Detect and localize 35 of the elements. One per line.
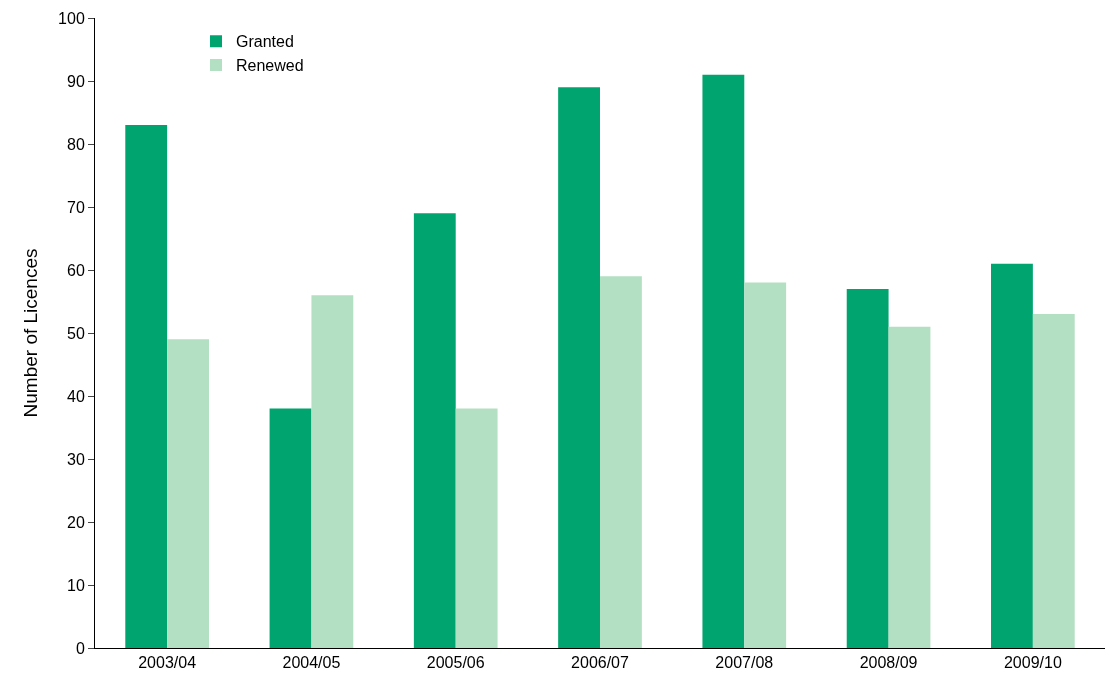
x-tick-label: 2004/05 [282,654,341,672]
y-tick-label: 10 [67,576,85,594]
y-tick-label: 40 [67,387,85,405]
bar [744,282,787,648]
y-tick-label: 80 [67,135,85,153]
y-tick-label: 100 [58,9,85,27]
bar [991,263,1033,648]
x-tick-label: 2008/09 [859,654,918,672]
y-axis-title: Number of Licences [19,248,41,418]
bar [125,125,168,648]
y-tick-label: 60 [67,261,85,279]
x-tick-label: 2009/10 [1003,654,1062,672]
bar [167,339,209,648]
y-tick-label: 50 [67,324,85,342]
bar [600,276,642,648]
y-tick-label: 30 [67,450,85,468]
x-tick-label: 2005/06 [426,654,485,672]
bar [455,408,498,648]
bar [846,288,889,648]
bar [269,408,312,648]
bar [702,74,745,648]
bar [311,295,354,648]
legend-label: Renewed [236,57,304,75]
bar [1032,314,1075,648]
y-tick-label: 90 [67,72,85,90]
x-tick-label: 2007/08 [715,654,774,672]
bar [558,87,600,648]
y-tick-label: 20 [67,513,85,531]
bar [888,326,931,648]
x-tick-label: 2003/04 [138,654,197,672]
y-tick-label: 0 [75,639,85,657]
legend-label: Granted [236,33,294,51]
bar [413,213,456,648]
y-tick-label: 70 [67,198,85,216]
x-tick-label: 2006/07 [571,654,630,672]
